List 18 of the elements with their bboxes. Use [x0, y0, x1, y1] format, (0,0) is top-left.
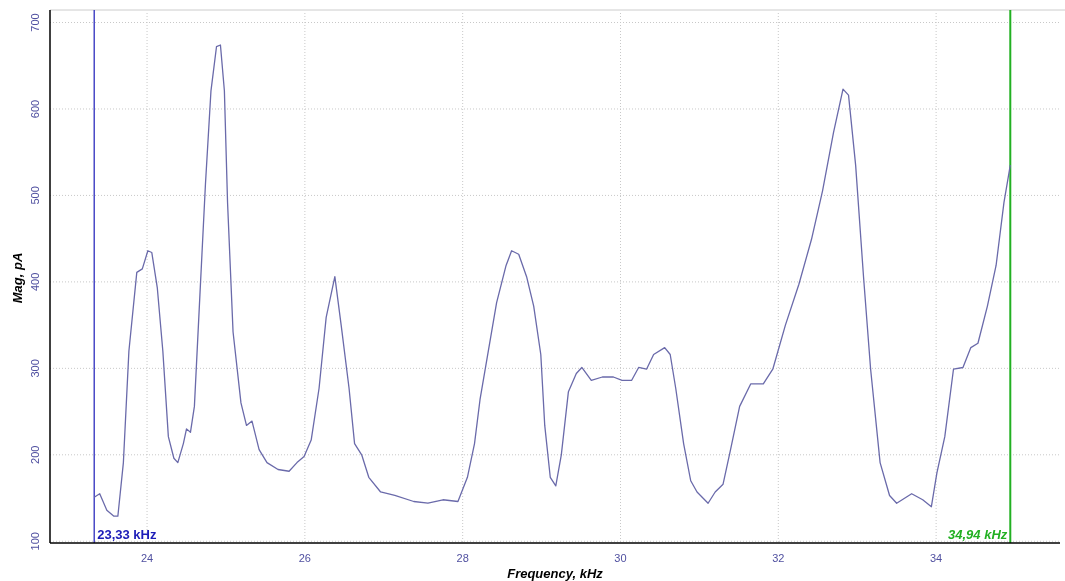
y-tick-label: 400: [29, 272, 41, 292]
line-series: [93, 44, 1011, 517]
x-tick-label: 30: [614, 552, 627, 564]
ref-line-label: 23,33 kHz: [97, 527, 157, 542]
y-tick-label: 100: [29, 532, 41, 551]
x-tick-label: 34: [929, 552, 943, 564]
x-axis-title: Frequency, kHz: [507, 566, 604, 581]
y-tick-label: 600: [29, 99, 41, 119]
x-tick-label: 28: [456, 552, 469, 564]
y-tick-label: 500: [29, 186, 41, 205]
y-tick-label: 700: [29, 13, 41, 32]
ref-line-label: 34,94 kHz: [948, 527, 1008, 542]
y-axis-title: Mag, pA: [10, 252, 25, 304]
y-tick-label: 200: [29, 445, 41, 464]
x-tick-label: 26: [298, 552, 311, 564]
x-tick-label: 24: [140, 552, 154, 564]
x-tick-label: 32: [772, 552, 785, 564]
y-tick-label: 300: [29, 359, 41, 378]
